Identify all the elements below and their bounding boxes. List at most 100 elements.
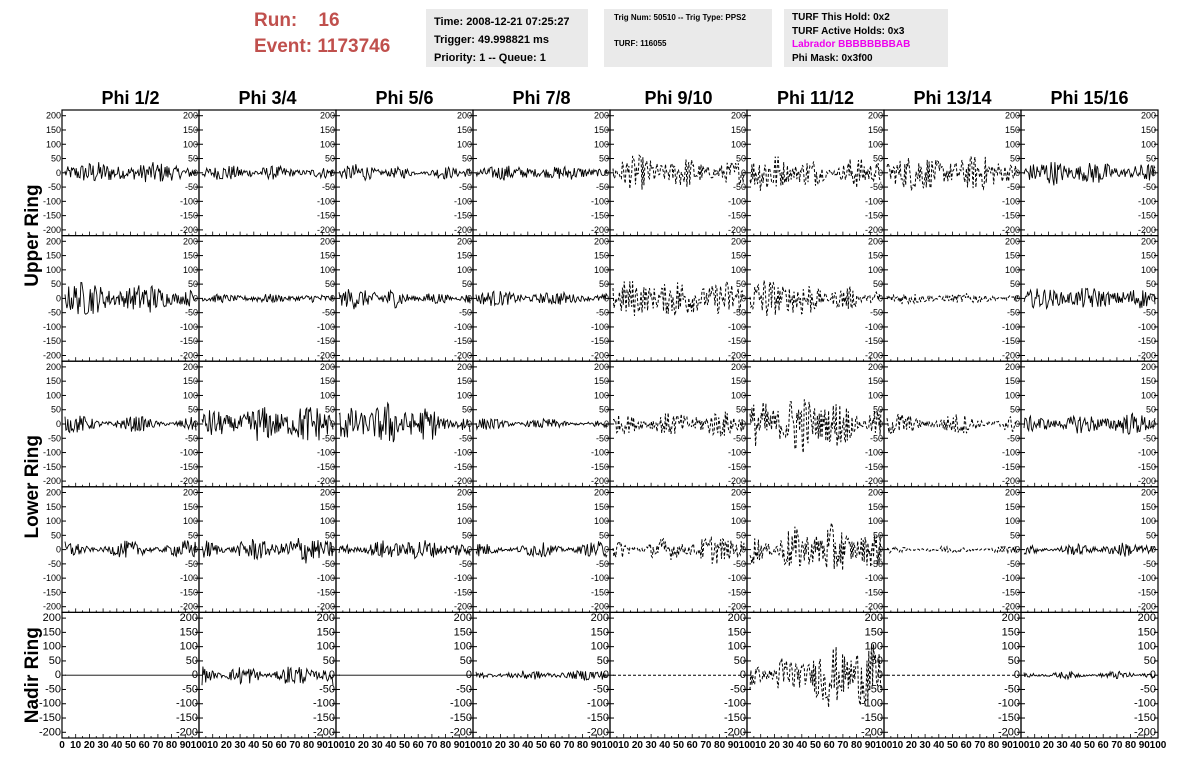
y-tick-label: -100 — [176, 698, 198, 710]
y-tick-label: 50 — [599, 405, 609, 415]
y-tick-label: -50 — [1007, 559, 1020, 569]
y-tick-label: -200 — [728, 602, 746, 612]
y-tick-label: -100 — [998, 698, 1020, 710]
run-line: Run: 16 — [254, 8, 390, 34]
y-tick-label: 150 — [731, 125, 746, 135]
trig-num-text: Trig Num: 50510 -- Trig Type: PPS2 — [614, 13, 746, 22]
y-tick-label: 150 — [1005, 251, 1020, 261]
x-tick-label: 100 — [191, 740, 208, 751]
y-tick-label: -50 — [733, 308, 746, 318]
y-tick-label: -100 — [591, 448, 609, 458]
y-tick-label: -50 — [733, 433, 746, 443]
y-tick-label: 100 — [1002, 641, 1020, 653]
y-tick-label: -100 — [1138, 322, 1156, 332]
y-tick-label: -200 — [1002, 476, 1020, 486]
y-tick-label: -50 — [1007, 308, 1020, 318]
y-tick-label: 50 — [325, 279, 335, 289]
x-tick-label: 90 — [180, 740, 192, 751]
y-tick-label: 50 — [460, 655, 472, 667]
waveform-trace — [613, 411, 745, 437]
waveform-trace — [338, 540, 471, 560]
y-tick-label: -200 — [454, 476, 472, 486]
y-tick-label: 0 — [467, 293, 472, 303]
waveform-trace — [886, 292, 1019, 306]
y-tick-label: 200 — [457, 362, 472, 372]
x-tick-label: 20 — [221, 740, 233, 751]
y-tick-label: -100 — [313, 698, 335, 710]
x-tick-label: 20 — [769, 740, 781, 751]
y-tick-label: -100 — [43, 196, 61, 206]
y-tick-label: 50 — [873, 154, 883, 164]
y-tick-label: -200 — [1138, 602, 1156, 612]
y-tick-label: 200 — [731, 362, 746, 372]
y-tick-label: 150 — [1141, 502, 1156, 512]
y-tick-label: -100 — [1002, 448, 1020, 458]
x-tick-label: 80 — [440, 740, 452, 751]
y-tick-label: 100 — [1141, 516, 1156, 526]
y-tick-label: 0 — [329, 669, 335, 681]
y-tick-label: -50 — [1143, 433, 1156, 443]
waveform-trace — [201, 538, 334, 564]
y-tick-label: -200 — [861, 726, 883, 738]
y-tick-label: 200 — [454, 612, 472, 624]
x-tick-label: 50 — [536, 740, 548, 751]
y-tick-label: 100 — [1138, 641, 1156, 653]
y-tick-label: -200 — [1134, 726, 1156, 738]
y-tick-label: 100 — [317, 641, 335, 653]
y-tick-label: 100 — [43, 641, 61, 653]
y-tick-label: 150 — [320, 251, 335, 261]
turf-active-text: TURF Active Holds: 0x3 — [792, 25, 905, 37]
y-tick-label: 200 — [457, 488, 472, 498]
y-tick-label: 0 — [1015, 419, 1020, 429]
y-tick-label: 150 — [594, 502, 609, 512]
x-tick-label: 40 — [385, 740, 397, 751]
y-tick-label: -200 — [43, 350, 61, 360]
y-tick-label: 150 — [868, 251, 883, 261]
y-tick-label: 0 — [192, 669, 198, 681]
y-tick-label: 100 — [320, 390, 335, 400]
waveform-trace — [749, 399, 882, 453]
x-tick-label: 30 — [372, 740, 384, 751]
y-tick-label: 100 — [457, 265, 472, 275]
y-tick-label: -50 — [459, 308, 472, 318]
y-tick-label: 50 — [1146, 279, 1156, 289]
y-tick-label: -100 — [587, 698, 609, 710]
y-tick-label: -150 — [998, 712, 1020, 724]
y-tick-label: 0 — [55, 669, 61, 681]
y-tick-label: 50 — [1144, 655, 1156, 667]
y-tick-label: -150 — [43, 336, 61, 346]
y-tick-label: 0 — [193, 168, 198, 178]
event-label: Event: — [254, 36, 313, 57]
y-tick-label: -150 — [39, 712, 61, 724]
y-tick-label: -100 — [1002, 322, 1020, 332]
y-tick-label: 100 — [868, 139, 883, 149]
y-tick-label: -200 — [180, 476, 198, 486]
y-tick-label: -150 — [865, 211, 883, 221]
x-tick-label: 30 — [509, 740, 521, 751]
y-tick-label: 50 — [51, 154, 61, 164]
y-tick-label: -200 — [317, 350, 335, 360]
run-info: Run: 16 Event: 1173746 — [254, 8, 390, 60]
y-tick-label: -100 — [865, 448, 883, 458]
x-tick-label: 10 — [481, 740, 493, 751]
panel-frame — [472, 486, 611, 613]
y-tick-label: 50 — [1010, 530, 1020, 540]
y-tick-label: -150 — [1138, 587, 1156, 597]
y-tick-label: 200 — [594, 362, 609, 372]
y-tick-label: 200 — [457, 111, 472, 121]
y-tick-label: 150 — [1138, 626, 1156, 638]
y-tick-label: 0 — [878, 545, 883, 555]
y-tick-label: -100 — [591, 196, 609, 206]
y-tick-label: 50 — [188, 530, 198, 540]
x-tick-label: 60 — [961, 740, 973, 751]
y-tick-label: 50 — [1010, 405, 1020, 415]
y-tick-label: -50 — [1143, 559, 1156, 569]
y-tick-label: 50 — [188, 154, 198, 164]
y-tick-label: 100 — [731, 390, 746, 400]
y-tick-label: -200 — [1002, 602, 1020, 612]
y-tick-label: -50 — [733, 182, 746, 192]
waveform-trace — [749, 643, 882, 708]
y-tick-label: -100 — [728, 573, 746, 583]
y-tick-label: -200 — [317, 476, 335, 486]
y-tick-label: 200 — [1141, 236, 1156, 246]
